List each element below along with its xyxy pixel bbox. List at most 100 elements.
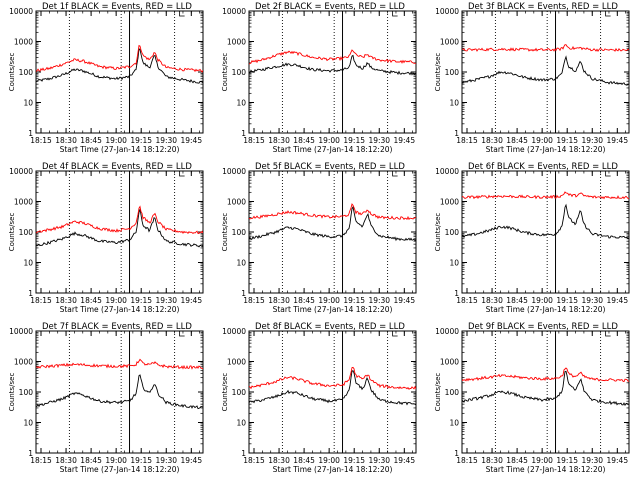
y-tick-label: 10000 [222, 327, 246, 336]
plot-frame [248, 170, 417, 294]
x-tick-label: 18:45 [506, 456, 528, 465]
x-tick-label: 19:45 [393, 296, 415, 305]
marker-bracket [179, 171, 185, 177]
y-axis-label: Counts/sec [8, 373, 16, 412]
x-tick-label: 18:45 [506, 296, 528, 305]
x-axis-label: Start Time (27-Jan-14 18:12:20) [486, 465, 606, 474]
x-tick-label: 18:30 [268, 456, 290, 465]
panel-3: Det 3f BLACK = Events, RED = LLD 1 10 100 10… [434, 2, 630, 154]
x-tick-label: 19:15 [130, 296, 152, 305]
y-tick-label: 100 [19, 68, 34, 77]
panel-title: Det 5f BLACK = Events, RED = LLD [255, 162, 405, 172]
y-tick-label: 1 [28, 129, 33, 138]
x-tick-label: 19:30 [155, 296, 177, 305]
plot-frame [35, 10, 204, 134]
y-tick-label: 10 [449, 419, 459, 428]
x-axis-label: Start Time (27-Jan-14 18:12:20) [486, 145, 606, 154]
events-trace [249, 54, 416, 76]
x-tick-label: 18:15 [30, 296, 52, 305]
x-tick-label: 18:30 [55, 136, 77, 145]
lld-trace [249, 203, 416, 221]
lld-trace [249, 366, 416, 390]
x-tick-label: 18:15 [456, 136, 478, 145]
panel-9: Det 9f BLACK = Events, RED = LLD 1 10 100 10… [434, 322, 630, 474]
panel-5: Det 5f BLACK = Events, RED = LLD 1 10 100 10… [221, 162, 417, 314]
lld-trace [462, 367, 629, 383]
y-tick-label: 10 [236, 419, 246, 428]
marker-bracket [392, 171, 398, 177]
y-tick-label: 10000 [222, 7, 246, 16]
x-tick-label: 19:15 [343, 456, 365, 465]
x-tick-label: 19:30 [155, 136, 177, 145]
x-tick-label: 19:30 [368, 136, 390, 145]
panel-6: Det 6f BLACK = Events, RED = LLD 1 10 100 10… [434, 162, 630, 314]
y-tick-label: 10000 [9, 167, 33, 176]
y-tick-label: 1000 [440, 358, 459, 367]
events-trace [249, 370, 416, 406]
x-tick-label: 18:45 [80, 456, 102, 465]
x-tick-label: 19:15 [556, 136, 578, 145]
y-tick-label: 1 [241, 449, 246, 458]
events-trace [462, 370, 629, 407]
y-tick-label: 100 [232, 228, 247, 237]
events-trace [36, 47, 203, 84]
y-tick-label: 1000 [227, 198, 246, 207]
x-tick-label: 18:45 [506, 136, 528, 145]
panel-title: Det 3f BLACK = Events, RED = LLD [468, 2, 618, 12]
y-tick-label: 100 [445, 68, 460, 77]
events-trace [249, 205, 416, 242]
x-tick-label: 19:00 [318, 136, 340, 145]
x-tick-label: 18:15 [243, 456, 265, 465]
x-axis-label: Start Time (27-Jan-14 18:12:20) [486, 305, 606, 314]
lld-trace [462, 44, 629, 52]
x-tick-label: 18:15 [243, 296, 265, 305]
y-tick-label: 100 [445, 388, 460, 397]
marker-bracket [179, 11, 185, 17]
x-tick-label: 19:00 [531, 296, 553, 305]
x-tick-label: 19:45 [180, 456, 202, 465]
y-tick-label: 100 [232, 68, 247, 77]
x-tick-label: 18:30 [55, 456, 77, 465]
y-tick-label: 10 [236, 259, 246, 268]
y-axis-label: Counts/sec [221, 213, 229, 252]
y-tick-label: 10 [449, 99, 459, 108]
x-tick-label: 18:30 [481, 456, 503, 465]
y-tick-label: 1 [28, 289, 33, 298]
marker-bracket [605, 331, 611, 337]
plot-frame [461, 170, 630, 294]
x-tick-label: 19:45 [180, 136, 202, 145]
x-axis-label: Start Time (27-Jan-14 18:12:20) [60, 305, 180, 314]
y-tick-label: 1000 [14, 198, 33, 207]
x-tick-label: 19:00 [531, 136, 553, 145]
y-tick-label: 10 [23, 419, 33, 428]
y-axis-label: Counts/sec [434, 373, 442, 412]
y-axis-label: Counts/sec [221, 53, 229, 92]
x-axis-label: Start Time (27-Jan-14 18:12:20) [273, 305, 393, 314]
x-tick-label: 18:15 [30, 136, 52, 145]
panel-title: Det 9f BLACK = Events, RED = LLD [468, 322, 618, 332]
plot-frame [35, 330, 204, 454]
y-axis-label: Counts/sec [221, 373, 229, 412]
y-tick-label: 10 [23, 99, 33, 108]
x-tick-label: 18:45 [293, 456, 315, 465]
y-axis-label: Counts/sec [434, 213, 442, 252]
x-tick-label: 18:15 [30, 456, 52, 465]
y-tick-label: 1000 [227, 38, 246, 47]
x-tick-label: 18:30 [481, 296, 503, 305]
y-tick-label: 1 [241, 289, 246, 298]
x-tick-label: 19:45 [393, 136, 415, 145]
panel-2: Det 2f BLACK = Events, RED = LLD 1 10 100 10… [221, 2, 417, 154]
x-tick-label: 19:15 [556, 296, 578, 305]
y-tick-label: 100 [232, 388, 247, 397]
x-tick-label: 19:45 [393, 456, 415, 465]
x-tick-label: 18:45 [80, 136, 102, 145]
plot-frame [248, 330, 417, 454]
x-tick-label: 19:30 [368, 296, 390, 305]
y-tick-label: 1000 [14, 358, 33, 367]
events-trace [36, 209, 203, 248]
x-tick-label: 19:00 [318, 456, 340, 465]
x-tick-label: 18:30 [55, 296, 77, 305]
plot-frame [461, 10, 630, 134]
y-tick-label: 100 [19, 228, 34, 237]
